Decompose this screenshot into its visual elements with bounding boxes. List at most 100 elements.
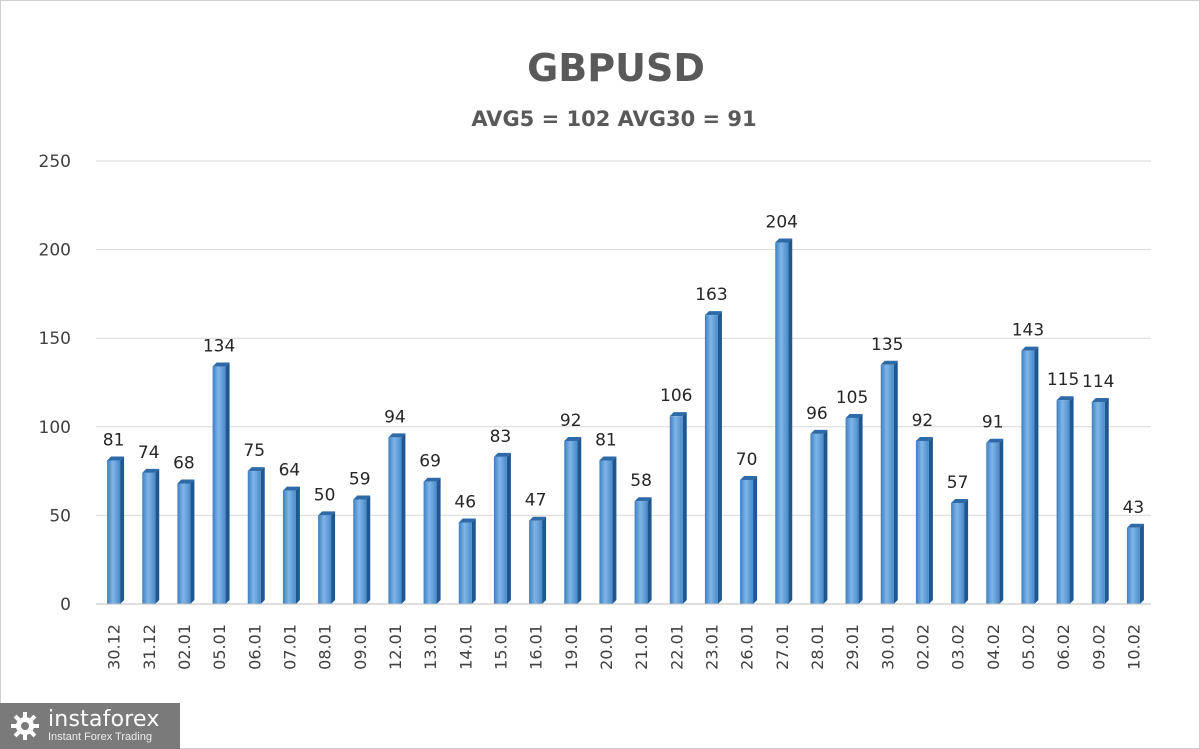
bar-side xyxy=(682,412,687,604)
data-label: 106 xyxy=(660,386,692,406)
bar-top xyxy=(704,311,722,316)
bar-top xyxy=(634,497,652,502)
data-label: 94 xyxy=(384,407,406,427)
y-tick-label: 150 xyxy=(39,329,71,349)
bar-face xyxy=(1091,401,1105,604)
x-tick-label: 03.02 xyxy=(949,624,968,670)
bar-side xyxy=(295,486,300,604)
data-label: 204 xyxy=(766,213,798,233)
x-tick-label: 26.01 xyxy=(738,624,757,670)
bar-top xyxy=(1091,397,1109,402)
x-tick-label: 05.02 xyxy=(1019,624,1038,670)
bar-top xyxy=(740,475,758,480)
x-tick-label: 30.12 xyxy=(105,624,124,670)
bar-top xyxy=(775,238,793,243)
bar-face xyxy=(669,416,683,604)
bar-side xyxy=(612,456,617,604)
bar-side xyxy=(1069,396,1074,604)
bar-top xyxy=(247,467,265,472)
bar-face xyxy=(1021,350,1035,604)
bar-face xyxy=(845,417,859,604)
bar-side xyxy=(436,477,441,604)
bar xyxy=(353,495,371,604)
bar-face xyxy=(1056,400,1070,604)
bar-side xyxy=(823,429,828,604)
bar-face xyxy=(353,499,367,604)
data-label: 70 xyxy=(736,450,758,470)
bar-side xyxy=(190,479,195,604)
bar xyxy=(915,436,933,604)
x-tick-label: 21.01 xyxy=(632,624,651,670)
bar xyxy=(212,362,230,604)
bar-face xyxy=(915,440,929,604)
bar-top xyxy=(986,438,1004,443)
bar-side xyxy=(260,467,265,604)
bar-face xyxy=(107,460,121,604)
bar xyxy=(740,475,758,604)
bar xyxy=(142,468,160,604)
chart-title: GBPUSD xyxy=(527,46,705,90)
y-tick-label: 0 xyxy=(60,595,71,615)
bar-top xyxy=(951,498,969,503)
bar-side xyxy=(120,456,125,604)
bar xyxy=(1126,523,1144,604)
x-tick-label: 14.01 xyxy=(456,624,475,670)
bar xyxy=(599,456,617,604)
bar xyxy=(388,433,406,604)
data-label: 92 xyxy=(912,411,934,431)
bar-side xyxy=(225,362,230,604)
data-label: 43 xyxy=(1123,498,1145,518)
bar-top xyxy=(880,360,898,365)
bar-side xyxy=(1139,523,1144,604)
y-tick-label: 100 xyxy=(39,418,71,438)
x-tick-label: 30.01 xyxy=(878,624,897,670)
bar xyxy=(951,498,969,604)
x-tick-label: 06.02 xyxy=(1054,624,1073,670)
bar xyxy=(1091,397,1109,604)
bar-side xyxy=(788,238,793,604)
y-tick-label: 250 xyxy=(39,152,71,172)
x-tick-label: 19.01 xyxy=(562,624,581,670)
bar-face xyxy=(177,483,191,604)
bar-top xyxy=(282,486,300,491)
bar-face xyxy=(1126,527,1140,604)
bar-face xyxy=(951,502,965,604)
bar xyxy=(529,516,547,604)
bar-face xyxy=(247,471,261,604)
bar-top xyxy=(493,452,511,457)
x-tick-label: 12.01 xyxy=(386,624,405,670)
y-tick-label: 50 xyxy=(49,506,71,526)
x-tick-label: 13.01 xyxy=(421,624,440,670)
bar-side xyxy=(999,438,1004,604)
x-tick-label: 04.02 xyxy=(984,624,1003,670)
bar-face xyxy=(388,437,402,604)
data-label: 92 xyxy=(560,411,582,431)
bar-face xyxy=(740,479,754,604)
bar-face xyxy=(986,442,1000,604)
bar-side xyxy=(471,518,476,604)
brand-tagline: Instant Forex Trading xyxy=(48,730,152,743)
bar xyxy=(1021,346,1039,604)
bar xyxy=(107,456,125,604)
x-tick-label: 15.01 xyxy=(491,624,510,670)
data-label: 114 xyxy=(1082,372,1114,392)
x-tick-label: 09.01 xyxy=(351,624,370,670)
bar xyxy=(458,518,476,604)
bar-face xyxy=(142,472,156,604)
x-tick-label: 10.02 xyxy=(1124,624,1143,670)
bar xyxy=(493,452,511,604)
x-tick-label: 22.01 xyxy=(667,624,686,670)
bar-top xyxy=(423,477,441,482)
y-axis: 0 50 100 150 200 250 xyxy=(39,152,71,615)
data-labels: 81 74 68 134 75 64 50 59 94 69 46 83 47 92 81 58 106 163 7… xyxy=(103,213,1144,518)
bar xyxy=(775,238,793,604)
data-label: 74 xyxy=(138,443,160,463)
bar-top xyxy=(458,518,476,523)
bar-top xyxy=(107,456,125,461)
bar-top xyxy=(669,412,687,417)
bar-top xyxy=(599,456,617,461)
data-label: 47 xyxy=(525,491,547,511)
bar-side xyxy=(928,436,933,604)
data-label: 75 xyxy=(243,441,265,461)
data-label: 58 xyxy=(630,471,652,491)
